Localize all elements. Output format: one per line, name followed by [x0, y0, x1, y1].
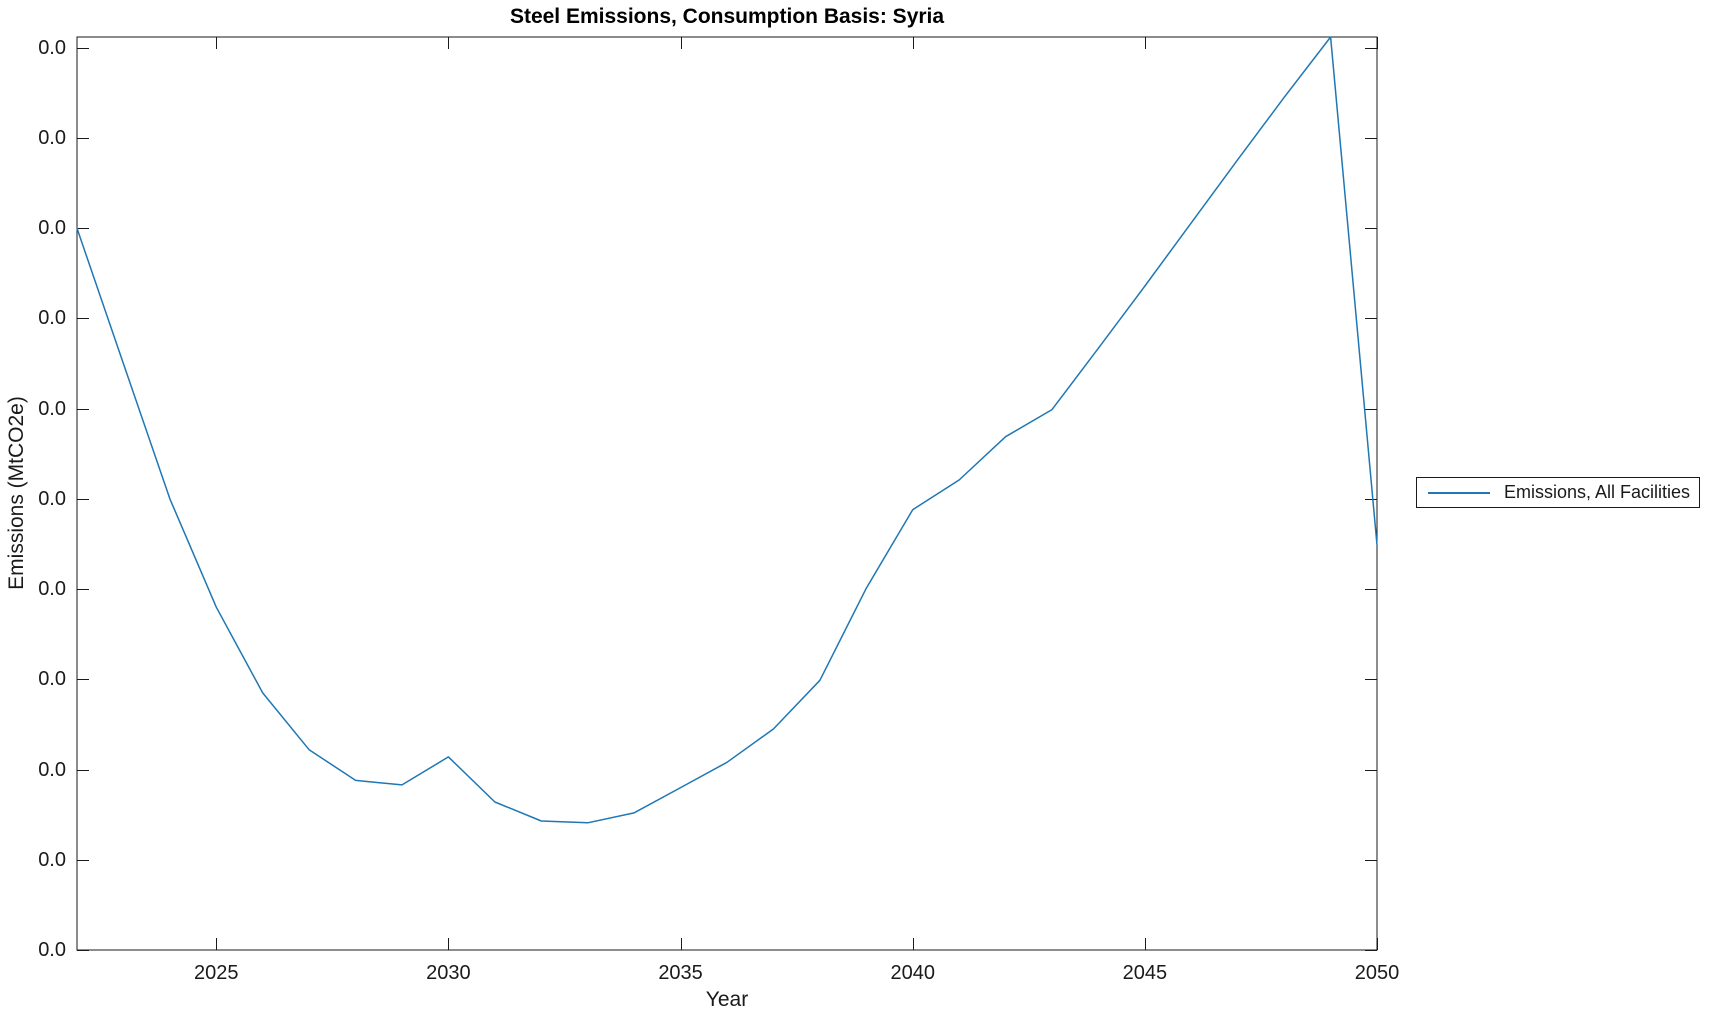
series-line [76, 36, 1378, 824]
y-tick-label: 0.0 [38, 758, 66, 781]
y-tick-label: 0.0 [38, 397, 66, 420]
x-tick-label: 2040 [890, 962, 935, 984]
y-tick-label: 0.0 [38, 668, 66, 691]
legend-box: Emissions, All Facilities [1416, 477, 1700, 508]
x-tick-label: 2035 [658, 962, 703, 984]
y-tick-label: 0.0 [38, 848, 66, 871]
x-tick-label: 2045 [1122, 962, 1168, 984]
y-tick-label: 0.0 [38, 36, 66, 59]
y-tick-label: 0.0 [38, 487, 66, 510]
y-tick-label: 0.0 [38, 578, 66, 601]
x-axis-label: Year [705, 988, 749, 1011]
chart-title: Steel Emissions, Consumption Basis: Syri… [509, 5, 945, 28]
axes-box [76, 36, 1378, 951]
y-tick-label: 0.0 [38, 127, 66, 150]
legend-item-label: Emissions, All Facilities [1504, 482, 1691, 502]
y-tick-label: 0.0 [38, 939, 66, 961]
y-tick-label: 0.0 [38, 217, 66, 240]
legend-line-sample [1428, 491, 1490, 494]
x-tick-label: 2025 [194, 962, 239, 984]
x-tick-label: 2050 [1354, 962, 1400, 984]
y-tick-label: 0.0 [38, 307, 66, 330]
x-tick-label: 2030 [426, 962, 471, 984]
